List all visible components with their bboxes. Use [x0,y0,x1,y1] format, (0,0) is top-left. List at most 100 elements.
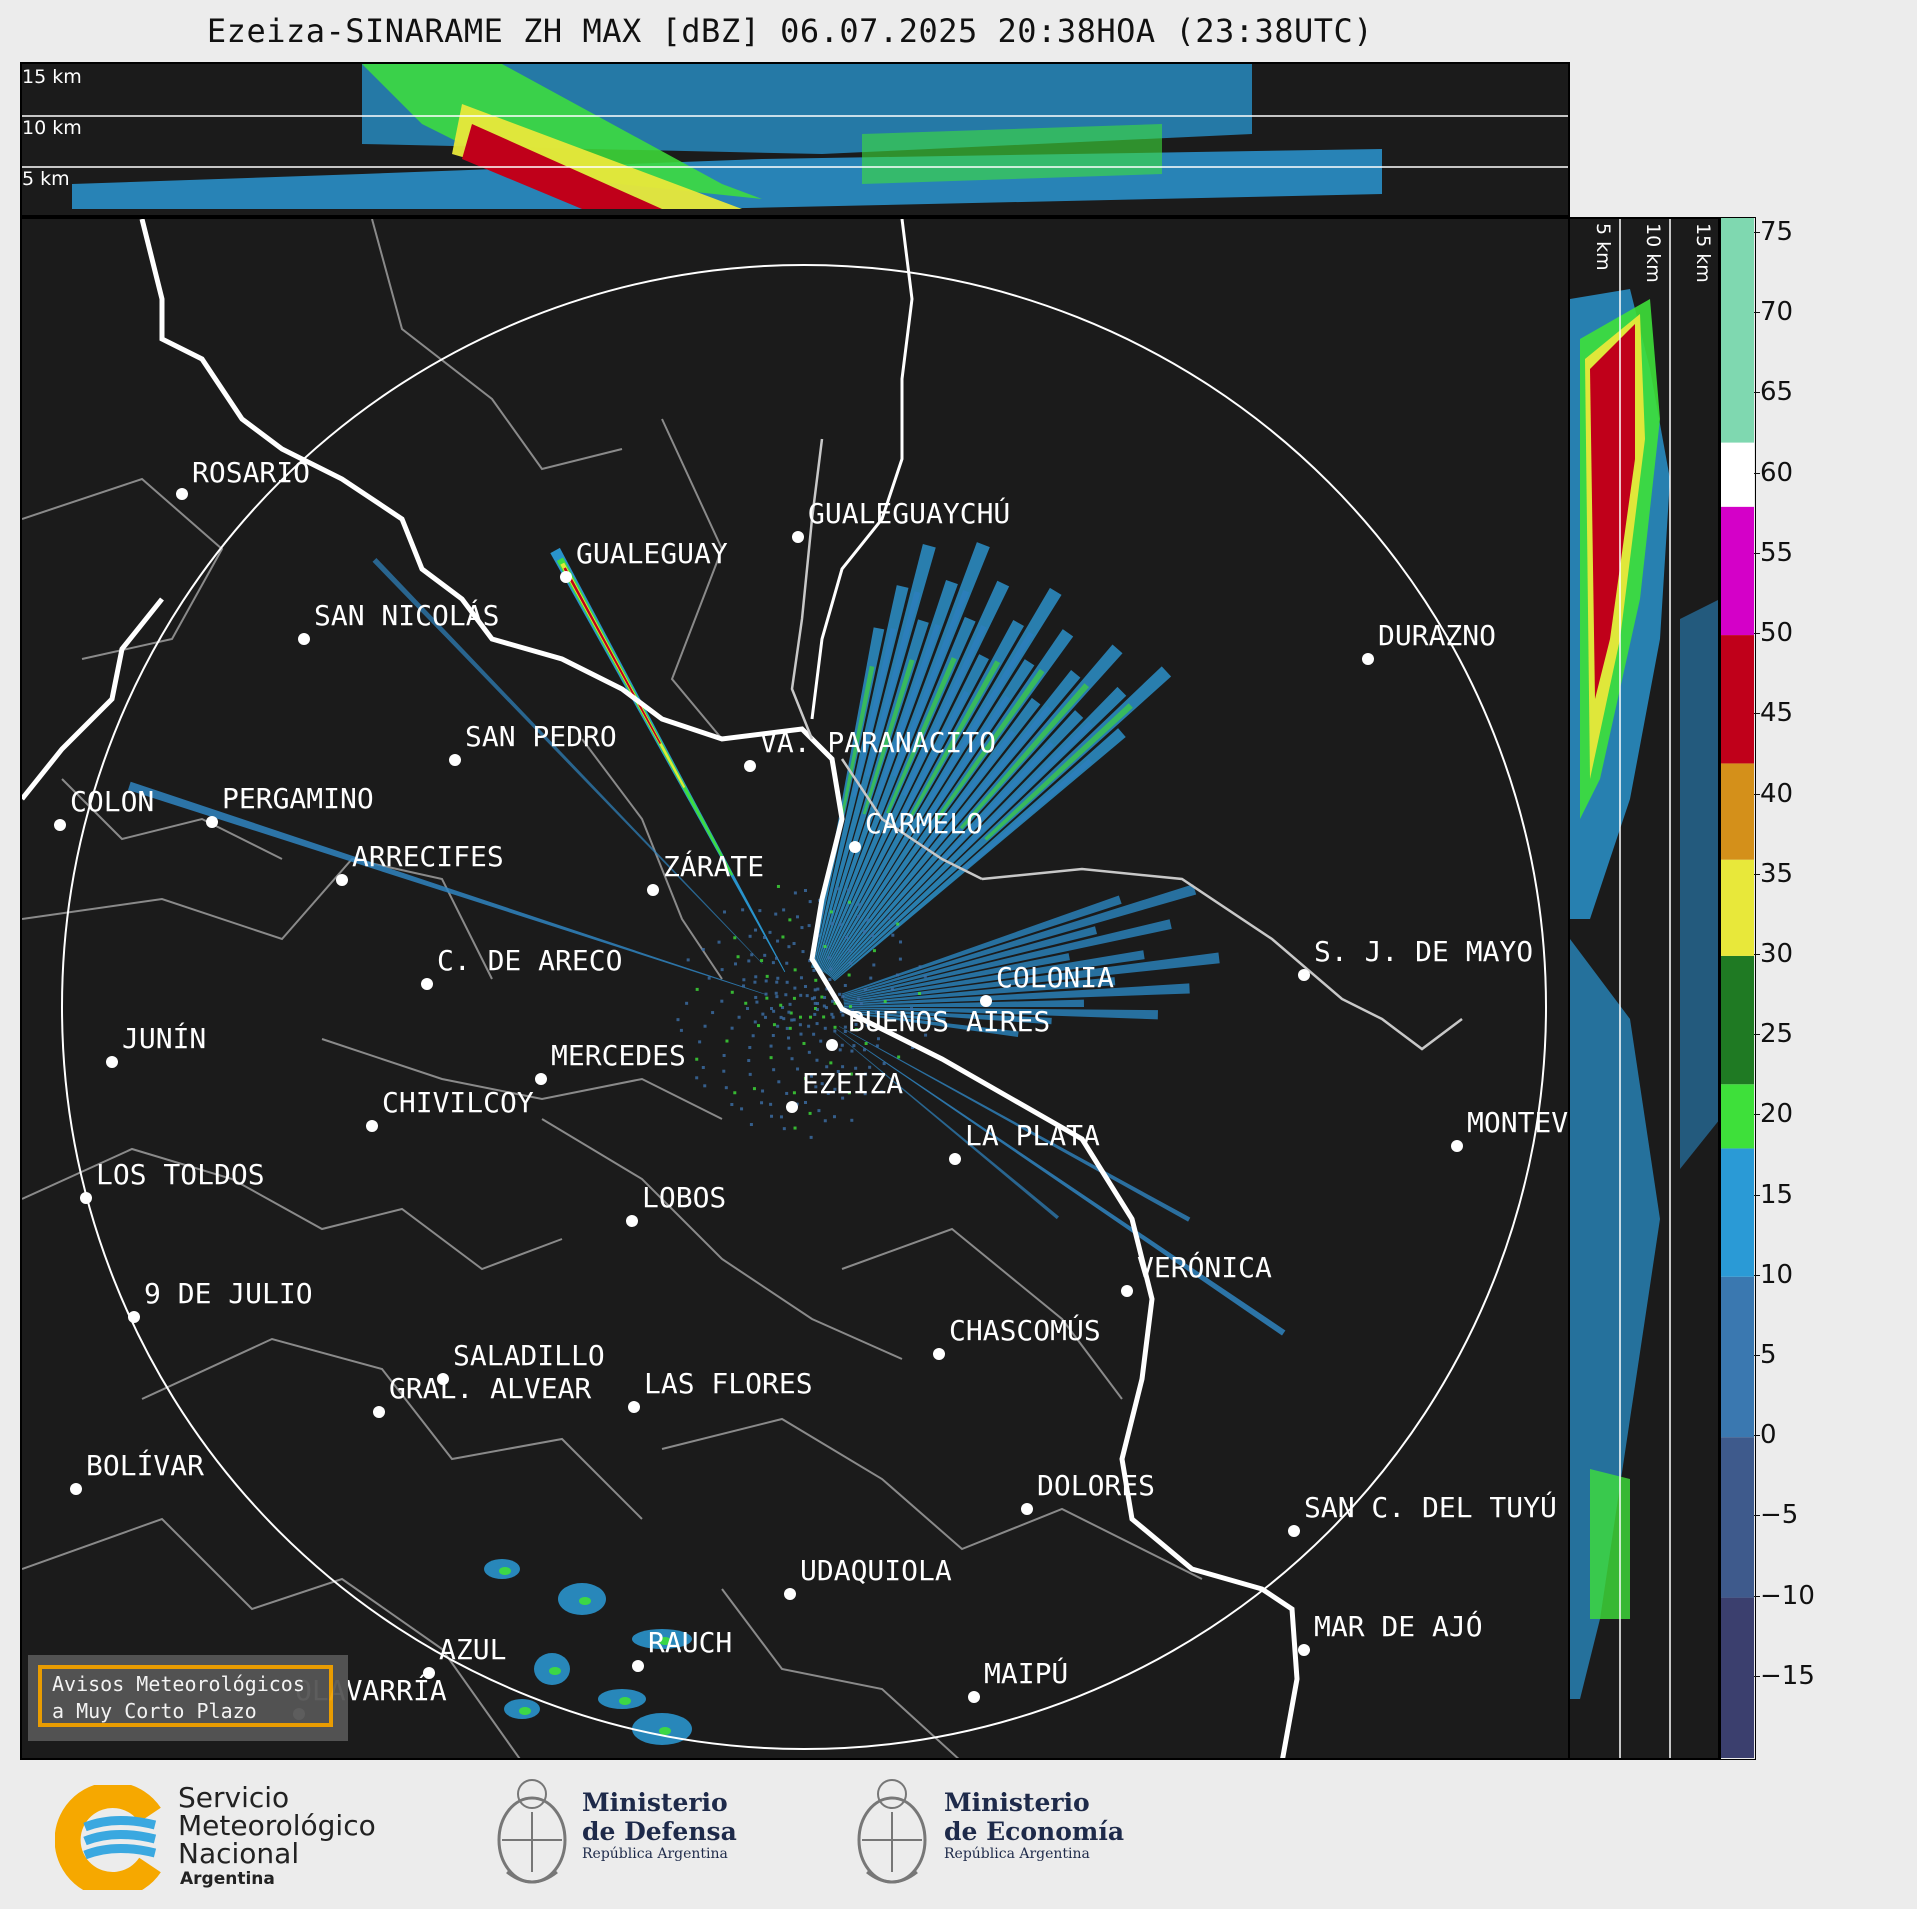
city-marker[interactable]: GUALEGUAYCHÚ [792,496,1010,543]
smn-line4: Argentina [180,1869,275,1889]
colorbar-tick-label: 15 [1753,1179,1794,1210]
city-label: MAIPÚ [984,1656,1068,1690]
economia-line3: República Argentina [944,1846,1090,1862]
top-cross-section-svg [22,64,1568,209]
radar-map-svg[interactable]: ROSARIO GUALEGUAYCHÚ GUALEGUAY SAN NICOLÁS D… [22,219,1570,1760]
colorbar-band [1721,955,1754,1085]
colorbar-band [1721,1084,1754,1149]
city-marker[interactable]: DURAZNO [1362,619,1496,665]
city-marker[interactable]: C. DE ARECO [421,944,622,990]
city-marker[interactable]: DOLORES [1021,1469,1155,1515]
city-label: AZUL [439,1633,506,1666]
city-label: CARMELO [865,807,983,840]
colorbar-tick-label: 0 [1754,1420,1777,1451]
city-marker[interactable]: EZEIZA [786,1067,903,1113]
top-alt-label-10km: 10 km [22,117,82,139]
city-marker[interactable]: ROSARIO [176,456,310,500]
city-label: CHIVILCOY [382,1086,534,1119]
city-dot [106,1056,118,1068]
province-borders [22,219,1203,1758]
city-label: COLON [70,785,154,818]
city-marker[interactable]: AZUL [423,1633,506,1679]
city-dot [128,1311,140,1323]
city-marker[interactable]: BUENOS AIRES [826,1005,1050,1051]
top-alt-label-5km: 5 km [22,168,70,190]
city-marker[interactable]: SAN PEDRO [449,720,617,766]
colorbar-tick-label: 30 [1753,938,1794,969]
city-marker[interactable]: CARMELO [849,807,983,853]
city-marker[interactable]: GUALEGUAY [560,537,728,583]
city-dot [437,1373,449,1385]
city-marker[interactable]: GRAL. ALVEAR [373,1372,591,1418]
defensa-line2: de Defensa [582,1817,737,1846]
city-marker[interactable]: COLONIA [980,961,1114,1007]
city-label: LA PLATA [965,1119,1100,1152]
colorbar-tick-label: 10 [1753,1259,1794,1290]
city-marker[interactable]: LA PLATA [949,1119,1100,1165]
colorbar-tick-label: 60 [1753,457,1794,488]
city-marker[interactable]: COLON [54,785,154,831]
side-alt-label-15km: 15 km [1692,223,1714,283]
city-marker[interactable]: BOLÍVAR [70,1448,204,1495]
side-echo-shape [1590,1469,1630,1619]
radar-echoes [127,542,1286,1745]
city-marker[interactable]: CHASCOMÚS [933,1313,1101,1360]
city-dot [933,1348,945,1360]
top-echo-shape [72,149,1382,209]
notice-box[interactable]: Avisos Meteorológicos a Muy Corto Plazo [28,1655,348,1741]
city-marker[interactable]: RAUCH [632,1626,732,1672]
city-marker[interactable]: SAN C. DEL TUYÚ [1288,1490,1557,1537]
city-marker[interactable]: SALADILLO [437,1339,605,1385]
colorbar-band [1721,506,1754,636]
city-marker[interactable]: UDAQUIOLA [784,1554,952,1600]
city-marker[interactable]: MAIPÚ [968,1656,1068,1703]
city-marker[interactable]: CHIVILCOY [366,1086,534,1132]
city-label: C. DE ARECO [437,944,622,977]
city-marker[interactable]: S. J. DE MAYO [1298,935,1533,981]
city-label: CHASCOMÚS [949,1313,1101,1347]
top-cross-section-panel: 15 km 10 km 5 km [20,62,1570,217]
notice-link[interactable]: Avisos Meteorológicos a Muy Corto Plazo [38,1665,333,1727]
economia-line1: Ministerio [944,1788,1090,1817]
city-marker[interactable]: MAR DE AJÓ [1298,1609,1483,1656]
city-marker[interactable]: 9 DE JULIO [128,1277,313,1323]
city-label: 9 DE JULIO [144,1277,313,1310]
city-marker[interactable]: MERCEDES [535,1039,686,1085]
colorbar [1720,217,1756,1760]
colorbar-tick-label: 75 [1753,217,1794,248]
smn-logo-icon [55,1785,161,1890]
economia-coat-of-arms-icon [857,1779,927,1884]
city-label: SAN NICOLÁS [314,598,499,632]
city-dot [1021,1503,1033,1515]
city-marker[interactable]: ZÁRATE [647,849,764,896]
top-echo-shape [452,104,742,209]
city-dot [968,1691,980,1703]
city-marker[interactable]: LOBOS [626,1181,726,1227]
city-label: RAUCH [648,1626,732,1659]
city-dot [1362,653,1374,665]
city-dot [949,1153,961,1165]
city-marker[interactable]: SAN NICOLÁS [298,598,499,645]
radar-map[interactable]: ROSARIO GUALEGUAYCHÚ GUALEGUAY SAN NICOLÁS D… [20,217,1570,1760]
city-label: ARRECIFES [352,840,504,873]
city-label: SAN PEDRO [465,720,617,753]
city-marker[interactable]: ARRECIFES [336,840,504,886]
notice-line1: Avisos Meteorológicos [52,1672,305,1696]
colorbar-band [1721,218,1754,443]
city-marker[interactable]: VERÓNICA [1121,1250,1272,1297]
city-marker[interactable]: MONTEV [1451,1106,1568,1152]
city-marker[interactable]: LOS TOLDOS [80,1158,265,1204]
colorbar-band [1721,1437,1754,1598]
city-marker[interactable]: LAS FLORES [628,1367,813,1413]
city-dot [176,488,188,500]
city-marker[interactable]: PERGAMINO [206,782,374,828]
city-label: GUALEGUAYCHÚ [808,496,1010,530]
colorbar-tick-label: −15 [1754,1660,1815,1691]
side-cross-section-svg [1570,219,1718,1758]
city-label: COLONIA [996,961,1114,994]
city-marker[interactable]: VA. PARANACITO [744,726,996,772]
city-marker[interactable]: JUNÍN [106,1021,206,1068]
city-dot [54,819,66,831]
footer-logos: Servicio Meteorológico Nacional Argentin… [0,1760,1917,1909]
chart-title: Ezeiza-SINARAME ZH MAX [dBZ] 06.07.2025 … [206,12,1374,50]
